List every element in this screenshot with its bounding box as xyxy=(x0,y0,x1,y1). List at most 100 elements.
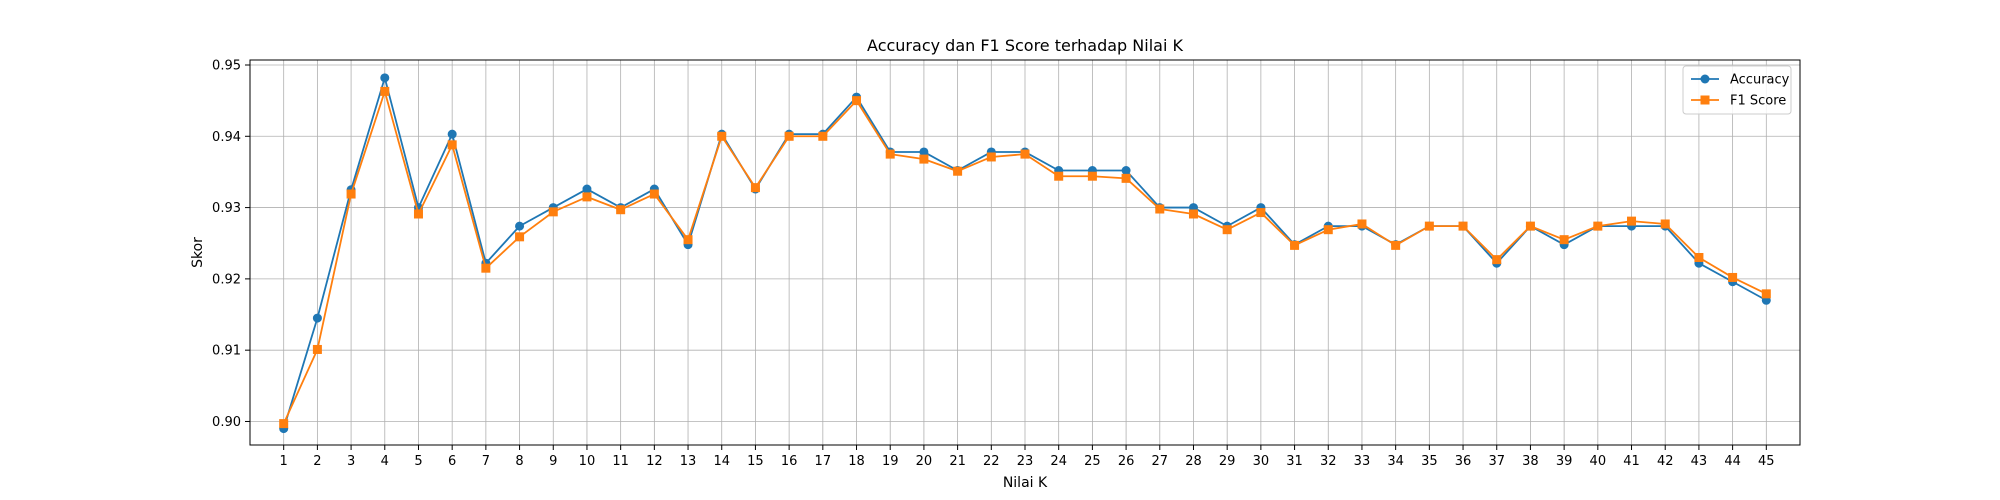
f1-score-point xyxy=(1458,221,1468,231)
f1-score-point xyxy=(649,189,659,199)
f1-score-point xyxy=(1660,219,1670,229)
legend-f1-marker xyxy=(1700,95,1710,105)
x-tick-label: 5 xyxy=(414,454,422,469)
x-tick-label: 13 xyxy=(680,454,697,469)
x-tick-label: 9 xyxy=(549,454,557,469)
x-tick-label: 34 xyxy=(1387,454,1404,469)
f1-score-point xyxy=(1323,225,1333,235)
f1-score-point xyxy=(548,207,558,217)
x-tick-label: 14 xyxy=(713,454,730,469)
x-tick-label: 18 xyxy=(848,454,865,469)
x-tick-label: 16 xyxy=(781,454,798,469)
x-tick-label: 11 xyxy=(612,454,629,469)
f1-score-point xyxy=(346,189,356,199)
f1-score-point xyxy=(481,263,491,273)
x-tick-label: 15 xyxy=(747,454,764,469)
y-tick-label: 0.91 xyxy=(212,344,241,359)
f1-score-point xyxy=(582,192,592,202)
accuracy-point xyxy=(582,184,592,194)
x-tick-label: 28 xyxy=(1185,454,1202,469)
f1-score-point xyxy=(413,209,423,219)
legend-accuracy-label: Accuracy xyxy=(1730,73,1790,88)
y-tick-label: 0.93 xyxy=(212,201,241,216)
x-tick-label: 25 xyxy=(1084,454,1101,469)
series-layer xyxy=(279,73,1771,434)
legend-accuracy-marker xyxy=(1700,74,1710,84)
f1-score-point xyxy=(447,140,457,150)
f1-score-point xyxy=(1087,171,1097,181)
f1-score-point xyxy=(1593,221,1603,231)
f1-score-point xyxy=(279,419,289,429)
f1-score-point xyxy=(380,86,390,96)
x-tick-label: 45 xyxy=(1758,454,1775,469)
f1-score-point xyxy=(818,131,828,141)
x-tick-label: 32 xyxy=(1320,454,1337,469)
x-tick-label: 37 xyxy=(1488,454,1505,469)
y-tick-label: 0.94 xyxy=(212,130,241,145)
f1-score-point xyxy=(312,344,322,354)
f1-score-point xyxy=(515,232,525,242)
x-tick-label: 39 xyxy=(1556,454,1573,469)
f1-score-point xyxy=(616,205,626,215)
x-tick-label: 1 xyxy=(280,454,288,469)
y-tick-label: 0.92 xyxy=(212,272,241,287)
f1-score-point xyxy=(1525,221,1535,231)
x-tick-label: 7 xyxy=(482,454,490,469)
x-tick-label: 40 xyxy=(1590,454,1607,469)
x-tick-label: 8 xyxy=(515,454,523,469)
legend-box xyxy=(1682,65,1792,115)
f1-score-point xyxy=(1627,216,1637,226)
f1-score-point xyxy=(1357,219,1367,229)
f1-score-point xyxy=(717,131,727,141)
x-axis: 1 2 3 4 5 6 7 8 9 10 11 12 13 14 15 16 17 18 19 20 21 22 23 24 2… xyxy=(280,445,1775,469)
f1-score-point xyxy=(750,183,760,193)
f1-score-point xyxy=(953,166,963,176)
x-tick-label: 3 xyxy=(347,454,355,469)
x-tick-label: 19 xyxy=(882,454,899,469)
f1-score-point xyxy=(852,96,862,106)
accuracy-point xyxy=(447,129,457,139)
accuracy-point xyxy=(380,73,390,83)
y-tick-label: 0.90 xyxy=(212,415,241,430)
x-tick-label: 42 xyxy=(1657,454,1674,469)
x-tick-label: 35 xyxy=(1421,454,1438,469)
f1-score-point xyxy=(683,235,693,245)
x-tick-label: 26 xyxy=(1118,454,1135,469)
x-tick-label: 10 xyxy=(579,454,596,469)
x-axis-label: Nilai K xyxy=(1003,475,1048,491)
f1-score-point xyxy=(1054,171,1064,181)
x-tick-label: 31 xyxy=(1286,454,1303,469)
f1-score-point xyxy=(1121,173,1131,183)
x-tick-label: 24 xyxy=(1050,454,1067,469)
x-tick-label: 20 xyxy=(916,454,933,469)
chart-title: Accuracy dan F1 Score terhadap Nilai K xyxy=(867,36,1183,55)
y-tick-label: 0.95 xyxy=(212,58,241,73)
x-tick-label: 21 xyxy=(949,454,966,469)
x-tick-label: 17 xyxy=(815,454,832,469)
f1-score-point xyxy=(1728,272,1738,282)
x-tick-label: 36 xyxy=(1455,454,1472,469)
grid-lines xyxy=(250,60,1800,445)
x-tick-label: 6 xyxy=(448,454,456,469)
f1-score-point xyxy=(784,131,794,141)
x-tick-label: 30 xyxy=(1253,454,1270,469)
f1-score-point xyxy=(1694,252,1704,262)
f1-score-point xyxy=(1290,240,1300,250)
x-tick-label: 12 xyxy=(646,454,663,469)
y-axis-label: Skor xyxy=(190,237,206,268)
x-tick-label: 22 xyxy=(983,454,1000,469)
f1-score-point xyxy=(885,149,895,159)
x-tick-label: 29 xyxy=(1219,454,1236,469)
x-tick-label: 27 xyxy=(1152,454,1169,469)
f1-score-point xyxy=(1492,255,1502,265)
f1-score-point xyxy=(1155,204,1165,214)
f1-score-point xyxy=(1222,225,1232,235)
x-tick-label: 23 xyxy=(1017,454,1034,469)
f1-score-point xyxy=(1188,209,1198,219)
x-tick-label: 4 xyxy=(381,454,389,469)
f1-score-point xyxy=(986,152,996,162)
y-axis: 0.90 0.91 0.92 0.93 0.94 0.95 xyxy=(212,58,250,430)
accuracy-point xyxy=(312,313,322,323)
x-tick-label: 44 xyxy=(1724,454,1741,469)
x-tick-label: 43 xyxy=(1691,454,1708,469)
